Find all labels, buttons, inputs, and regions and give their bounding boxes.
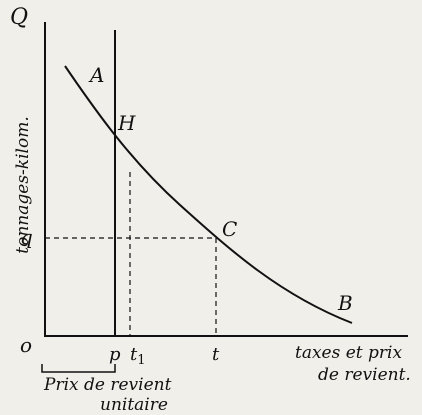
y-axis-label: tonnages-kilom. [13,116,33,253]
label-h: H [117,111,136,135]
label-q-axis: Q [10,5,28,30]
label-c: C [222,217,237,241]
t1-main: t [130,344,138,365]
bracket-label-1: Prix de revient [43,375,172,395]
x-axis-label-2: de revient. [318,365,411,385]
label-origin: o [20,333,32,357]
label-q: q [20,225,33,249]
label-t1: t1 [130,344,146,368]
label-t: t [212,344,220,365]
label-a: A [88,63,104,87]
label-b: B [337,291,353,315]
x-axis-label-1: taxes et prix [295,343,402,363]
bracket [41,364,116,373]
bracket-label-2: unitaire [100,395,168,415]
t1-sub: 1 [137,353,145,368]
label-p: p [109,344,121,365]
curve [64,65,353,324]
